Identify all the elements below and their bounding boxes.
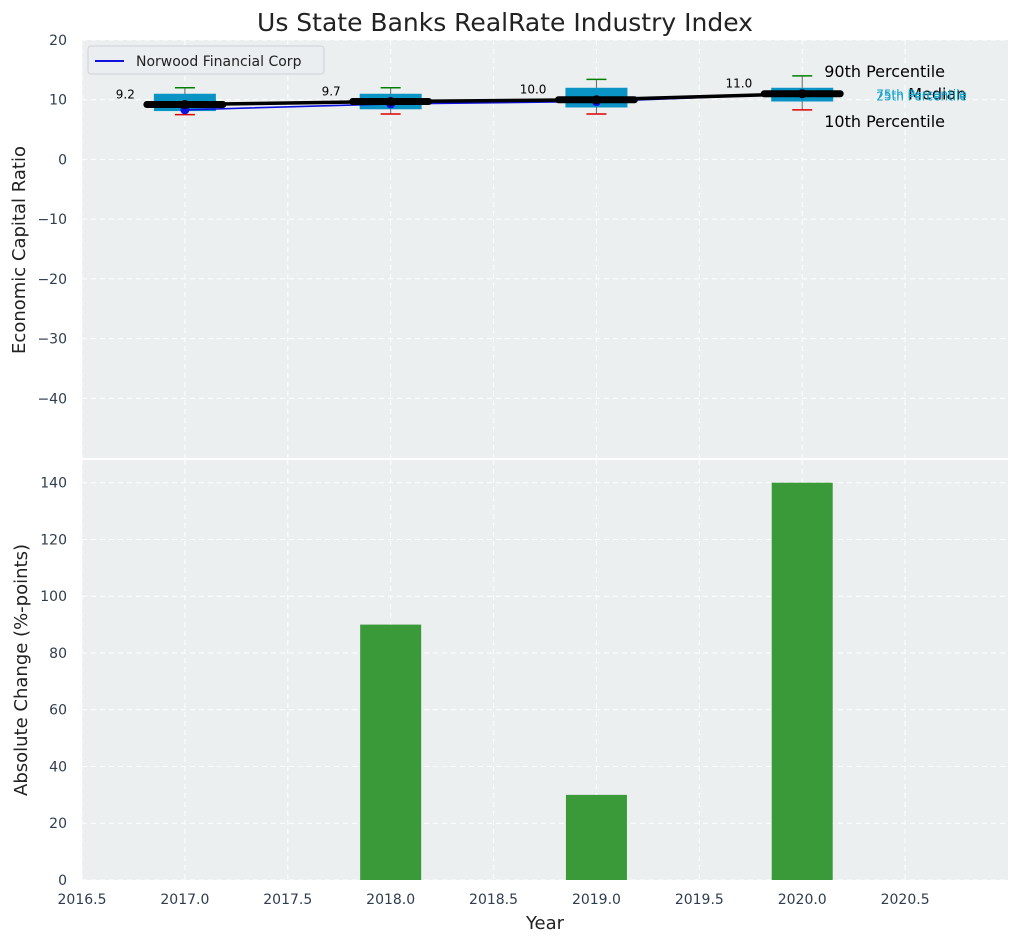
x-tick-labels: 2016.5 2017.0 2017.5 2018.0 2018.5 2019.0 2019… — [58, 892, 930, 908]
bottom-y-tick-label: 80 — [49, 646, 67, 662]
top-y-tick-label: −20 — [37, 272, 67, 288]
legend-entry-company: Norwood Financial Corp — [136, 54, 302, 70]
top-plot-area — [82, 40, 1008, 458]
x-tick-label: 2018.5 — [469, 892, 518, 908]
top-y-tick-label: −30 — [37, 332, 67, 348]
legend-box — [87, 45, 325, 75]
annotation-p90: 90th Percentile — [824, 62, 945, 81]
median-value-label: 11.0 — [726, 77, 753, 91]
bottom-y-axis-label: Absolute Change (%-points) — [11, 544, 32, 796]
x-tick-label: 2016.5 — [58, 892, 107, 908]
x-tick-label: 2019.5 — [675, 892, 724, 908]
median-value-label: 10.0 — [520, 83, 547, 97]
median-value-label: 9.7 — [322, 85, 341, 99]
x-tick-label: 2020.0 — [778, 892, 827, 908]
bars — [360, 482, 833, 880]
median-point — [180, 99, 190, 109]
bottom-gridlines — [81, 460, 1008, 881]
chart-title: Us State Banks RealRate Industry Index — [257, 8, 753, 37]
bottom-plot-area — [82, 460, 1008, 880]
median-series: 9.2 9.7 10.0 11.0 — [116, 77, 844, 109]
median-point — [797, 89, 807, 99]
annotation-p10: 10th Percentile — [824, 112, 945, 131]
top-y-tick-label: −40 — [37, 391, 67, 407]
median-point — [591, 95, 601, 105]
top-y-tick-label: 20 — [49, 33, 67, 49]
bottom-y-tick-label: 100 — [40, 589, 67, 605]
x-tick-label: 2017.5 — [263, 892, 312, 908]
bottom-y-tick-label: 60 — [49, 703, 67, 719]
percentile-annotations: 90th Percentile Median 10th Percentile 75th… — [824, 62, 967, 131]
bar — [565, 794, 627, 880]
annotation-q1: 25th Percentile — [876, 90, 967, 104]
x-axis-label: Year — [525, 913, 565, 934]
bottom-y-tick-label: 40 — [49, 759, 67, 775]
bottom-y-tick-labels: 0 20 40 60 80 100 120 140 — [40, 476, 67, 889]
x-tick-label: 2017.0 — [160, 892, 209, 908]
top-y-tick-label: −10 — [37, 212, 67, 228]
median-line — [184, 91, 803, 107]
x-tick-label: 2019.0 — [572, 892, 621, 908]
bottom-y-tick-label: 120 — [40, 532, 67, 548]
legend: Norwood Financial Corp — [87, 45, 325, 75]
top-y-axis-label: Economic Capital Ratio — [9, 146, 30, 354]
median-point — [386, 97, 396, 107]
annotation-median: Median — [908, 85, 966, 104]
bottom-y-tick-label: 0 — [58, 873, 67, 889]
top-y-tick-label: 0 — [58, 152, 67, 168]
x-tick-label: 2020.5 — [881, 892, 930, 908]
top-y-tick-label: 10 — [49, 93, 67, 109]
annotation-q3: 75th Percentile — [876, 88, 967, 102]
bar — [771, 482, 833, 880]
x-tick-label: 2018.0 — [366, 892, 415, 908]
median-value-label: 9.2 — [116, 87, 135, 101]
bottom-y-tick-label: 20 — [49, 816, 67, 832]
top-y-tick-labels: 20 10 0 −10 −20 −30 −40 — [37, 33, 67, 407]
bar — [360, 624, 422, 880]
bottom-y-tick-label: 140 — [40, 476, 67, 492]
